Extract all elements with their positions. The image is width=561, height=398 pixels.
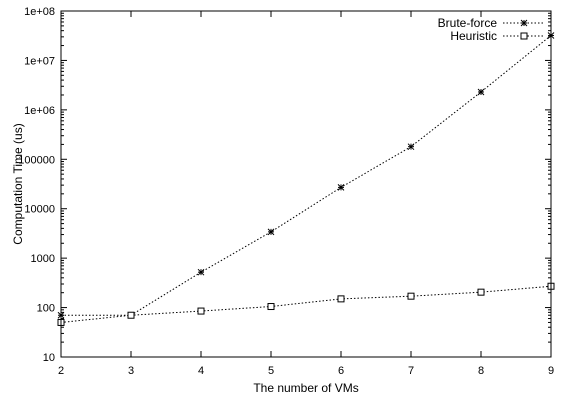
legend-marker-brute-force — [520, 19, 528, 27]
data-point-heuristic — [407, 292, 415, 300]
y-tick-label: 1e+06 — [24, 105, 55, 117]
x-axis-title: The number of VMs — [253, 381, 358, 395]
x-tick-label: 5 — [268, 365, 274, 377]
data-point-heuristic — [477, 288, 485, 296]
series-line-heuristic — [60, 285, 552, 323]
series-line-brute-force — [61, 35, 552, 316]
asterisk-stroke — [477, 88, 485, 96]
y-tick-label: 1e+07 — [24, 55, 55, 67]
y-tick-label: 1000 — [31, 253, 55, 265]
data-point-heuristic — [267, 303, 275, 311]
y-tick-label: 10000 — [24, 204, 55, 216]
x-tick-label: 7 — [408, 365, 414, 377]
y-tick-label: 10 — [43, 352, 55, 364]
series-layer — [57, 32, 555, 326]
legend-label-brute-force: Brute-force — [438, 16, 498, 30]
x-tick-label: 4 — [198, 365, 204, 377]
data-point-brute-force — [477, 88, 485, 96]
series-brute-force — [57, 32, 555, 319]
asterisk-stroke — [197, 268, 205, 276]
asterisk-stroke — [267, 228, 275, 236]
data-point-heuristic — [337, 295, 345, 303]
y-tick-label: 1e+08 — [24, 6, 55, 18]
y-tick-label: 100 — [37, 303, 55, 315]
x-tick-label: 3 — [128, 365, 134, 377]
y-axis-title: Computation Time (us) — [11, 123, 25, 244]
data-point-brute-force — [337, 184, 345, 191]
data-point-heuristic — [127, 311, 135, 319]
square-outline — [197, 307, 205, 315]
asterisk-stroke — [407, 143, 415, 151]
square-outline — [267, 303, 275, 311]
series-heuristic — [57, 282, 555, 326]
square-outline — [407, 292, 415, 300]
x-tick-label: 6 — [338, 365, 344, 377]
x-tick-label: 2 — [58, 365, 64, 377]
asterisk-stroke — [520, 19, 528, 27]
x-tick-label: 8 — [478, 365, 484, 377]
legend: Brute-force Heuristic — [438, 16, 545, 43]
square-outline — [337, 295, 345, 303]
y-tick-label: 100000 — [18, 154, 55, 166]
data-point-heuristic — [197, 307, 205, 315]
legend-label-heuristic: Heuristic — [450, 29, 497, 43]
data-point-brute-force — [197, 268, 205, 276]
plot-frame — [60, 10, 552, 358]
asterisk-stroke — [337, 184, 345, 191]
data-point-brute-force — [267, 228, 275, 236]
square-outline — [127, 311, 135, 319]
square-outline — [520, 32, 528, 40]
data-point-brute-force — [407, 143, 415, 151]
legend-marker-heuristic — [520, 32, 528, 40]
tick-layer: 2 3 4 5 6 7 8 9 10 100 1000 10000 100000 1e+06 1e+07 1e… — [18, 6, 554, 377]
x-tick-label: 9 — [548, 365, 554, 377]
square-outline — [477, 288, 485, 296]
